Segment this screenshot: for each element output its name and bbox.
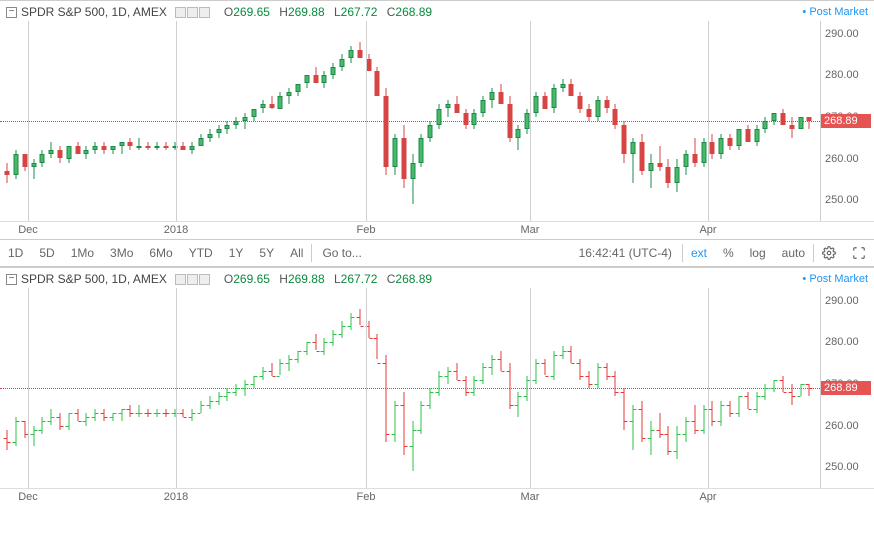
range-1y[interactable]: 1Y bbox=[221, 240, 252, 266]
close-ref-line bbox=[0, 388, 820, 389]
xtick-label: Apr bbox=[699, 224, 716, 236]
ytick-label: 250.00 bbox=[825, 194, 859, 206]
xtick-label: Dec bbox=[18, 224, 38, 236]
low-val: 267.72 bbox=[341, 5, 378, 19]
xtick-label: Apr bbox=[699, 491, 716, 503]
settings-icon[interactable] bbox=[814, 240, 844, 266]
chart-toolbar: 1D5D1Mo3Mo6MoYTD1Y5YAll Go to... 16:42:4… bbox=[0, 239, 874, 267]
ytick-label: 250.00 bbox=[825, 461, 859, 473]
chart-header: − SPDR S&P 500, 1D, AMEX O269.65 H269.88… bbox=[0, 1, 874, 21]
fullscreen-icon[interactable] bbox=[844, 240, 874, 266]
symbol: SPDR S&P 500 bbox=[21, 5, 105, 19]
chart-panel-candles: − SPDR S&P 500, 1D, AMEX O269.65 H269.88… bbox=[0, 0, 874, 239]
clock-label: 16:42:41 (UTC-4) bbox=[569, 246, 682, 260]
range-1d[interactable]: 1D bbox=[0, 240, 31, 266]
candlestick-chart[interactable]: 250.00260.00270.00280.00290.00268.89 bbox=[0, 21, 874, 221]
range-ytd[interactable]: YTD bbox=[181, 240, 221, 266]
range-3mo[interactable]: 3Mo bbox=[102, 240, 141, 266]
range-1mo[interactable]: 1Mo bbox=[63, 240, 102, 266]
xtick-label: Mar bbox=[521, 491, 540, 503]
goto-button[interactable]: Go to... bbox=[312, 240, 371, 266]
price-badge: 268.89 bbox=[821, 114, 871, 128]
ytick-label: 280.00 bbox=[825, 69, 859, 81]
symbol-label[interactable]: SPDR S&P 500, 1D, AMEX bbox=[21, 272, 167, 286]
range-all[interactable]: All bbox=[282, 240, 311, 266]
high-val: 269.88 bbox=[288, 5, 325, 19]
style-boxes[interactable] bbox=[175, 274, 210, 285]
xtick-label: 2018 bbox=[164, 224, 188, 236]
ytick-label: 290.00 bbox=[825, 28, 859, 40]
bar-chart[interactable]: 250.00260.00270.00280.00290.00268.89 bbox=[0, 288, 874, 488]
close-ref-line bbox=[0, 121, 820, 122]
xtick-label: Mar bbox=[521, 224, 540, 236]
exchange: AMEX bbox=[133, 5, 167, 19]
xtick-label: Dec bbox=[18, 491, 38, 503]
scale-log[interactable]: log bbox=[742, 240, 774, 266]
xtick-label: Feb bbox=[357, 491, 376, 503]
ytick-label: 290.00 bbox=[825, 295, 859, 307]
chart-header-2: − SPDR S&P 500, 1D, AMEX O269.65 H269.88… bbox=[0, 268, 874, 288]
collapse-toggle[interactable]: − bbox=[6, 274, 17, 285]
xtick-label: Feb bbox=[357, 224, 376, 236]
range-5d[interactable]: 5D bbox=[31, 240, 62, 266]
ohlc-readout: O269.65 H269.88 L267.72 C268.89 bbox=[218, 5, 432, 19]
price-axis[interactable]: 250.00260.00270.00280.00290.00268.89 bbox=[820, 288, 874, 488]
price-axis[interactable]: 250.00260.00270.00280.00290.00268.89 bbox=[820, 21, 874, 221]
close-val: 268.89 bbox=[395, 5, 432, 19]
open-val: 269.65 bbox=[233, 5, 270, 19]
time-axis[interactable]: Dec 2018 Feb Mar Apr bbox=[0, 221, 874, 239]
xtick-label: 2018 bbox=[164, 491, 188, 503]
time-axis[interactable]: Dec 2018 Feb Mar Apr bbox=[0, 488, 874, 506]
ytick-label: 260.00 bbox=[825, 420, 859, 432]
scale-auto[interactable]: auto bbox=[774, 240, 813, 266]
ytick-label: 280.00 bbox=[825, 336, 859, 348]
post-market-label: Post Market bbox=[802, 273, 868, 285]
scale-ext[interactable]: ext bbox=[683, 240, 715, 266]
range-5y[interactable]: 5Y bbox=[251, 240, 282, 266]
collapse-toggle[interactable]: − bbox=[6, 7, 17, 18]
scale-%[interactable]: % bbox=[715, 240, 742, 266]
price-badge: 268.89 bbox=[821, 381, 871, 395]
range-6mo[interactable]: 6Mo bbox=[141, 240, 180, 266]
interval: 1D bbox=[112, 5, 127, 19]
chart-panel-bars: − SPDR S&P 500, 1D, AMEX O269.65 H269.88… bbox=[0, 267, 874, 506]
post-market-label: Post Market bbox=[802, 6, 868, 18]
symbol-label[interactable]: SPDR S&P 500, 1D, AMEX bbox=[21, 5, 167, 19]
ohlc-readout: O269.65 H269.88 L267.72 C268.89 bbox=[218, 272, 432, 286]
style-boxes[interactable] bbox=[175, 7, 210, 18]
ytick-label: 260.00 bbox=[825, 153, 859, 165]
